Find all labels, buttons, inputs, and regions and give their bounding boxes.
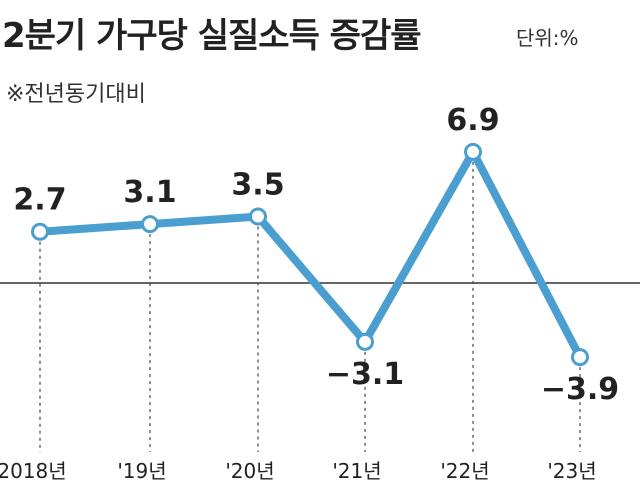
data-point-1	[141, 215, 159, 234]
x-tick-label-1: '19년	[117, 459, 166, 480]
data-label-0: 2.7	[13, 183, 66, 218]
data-point-0	[31, 222, 49, 241]
chart-title: 2분기 가구당 실질소득 증감률	[2, 16, 422, 56]
data-label-2: 3.5	[231, 168, 284, 203]
data-point-4	[464, 142, 482, 161]
data-label-4: 6.9	[446, 103, 499, 138]
data-label-5: −3.9	[541, 372, 619, 407]
data-point-2	[249, 207, 267, 226]
x-tick-label-5: '23년	[547, 459, 596, 480]
data-label-3: −3.1	[326, 357, 404, 392]
unit-label: 단위:%	[516, 26, 579, 50]
x-tick-label-0: 2018년	[0, 459, 67, 480]
data-point-5	[571, 348, 589, 367]
data-point-3	[356, 332, 374, 351]
data-label-1: 3.1	[123, 175, 176, 210]
x-tick-label-2: '20년	[225, 459, 274, 480]
series-line	[36, 147, 584, 362]
chart-note: ※전년동기대비	[6, 82, 146, 107]
x-tick-label-3: '21년	[332, 459, 381, 480]
x-tick-label-4: '22년	[440, 459, 489, 480]
